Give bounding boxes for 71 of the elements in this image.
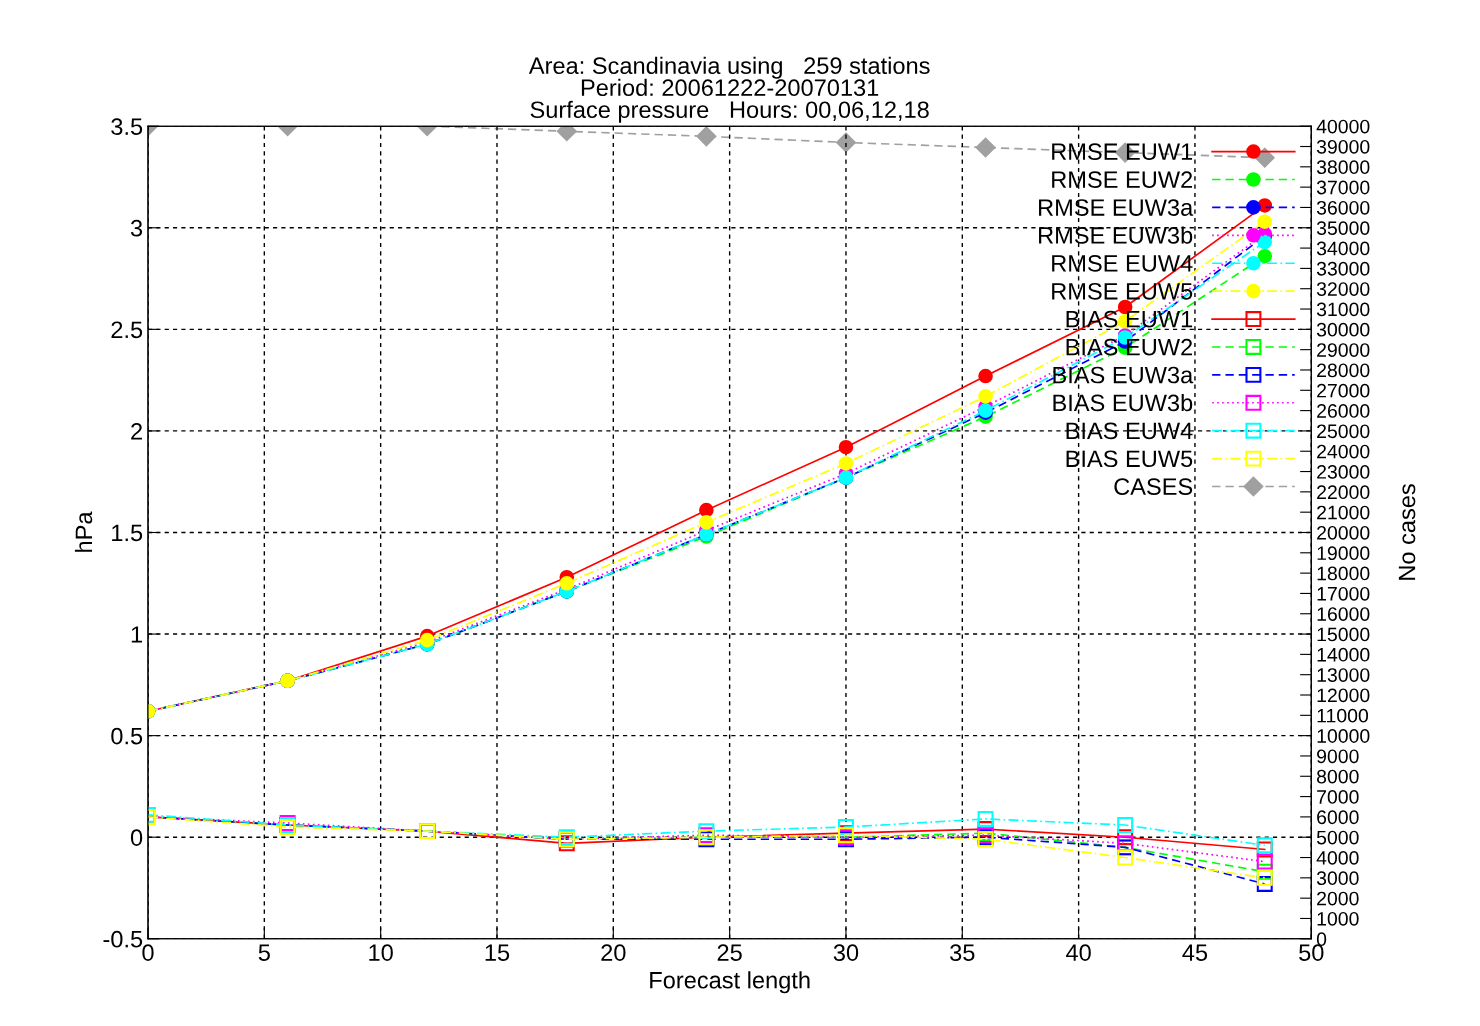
y2-tick-label: 16000 [1317,607,1370,621]
y2-tick-label: 24000 [1317,444,1370,459]
y-tick-label: 3.5 [111,118,143,135]
legend-label: BIAS EUW5 [1066,450,1193,468]
y-tick-label: 1.5 [112,524,143,542]
x-tick-label: 0 [142,944,154,961]
y2-tick-label: 26000 [1317,404,1370,418]
y-tick-label: 1 [131,626,142,643]
y2-tick-label: 13000 [1317,668,1370,682]
y2-tick-label: 19000 [1317,546,1370,561]
y2-tick-label: 14000 [1317,647,1370,662]
y2-tick-label: 7000 [1317,790,1359,804]
y2-tick-label: 6000 [1317,810,1359,825]
y-tick-label: -0.5 [103,930,143,948]
y-axis-title: hPa [74,511,93,552]
x-tick-label: 25 [717,944,742,961]
y2-tick-label: 9000 [1317,749,1359,764]
legend-label: RMSE EUW3b [1039,226,1193,244]
x-tick-label: 45 [1182,944,1208,961]
y2-tick-label: 32000 [1316,282,1370,296]
y-tick-label: 2.5 [111,321,143,339]
y-tick-label: 3 [130,219,143,237]
y2-tick-label: 40000 [1316,119,1370,134]
legend-label: RMSE EUW1 [1052,143,1193,161]
y2-tick-label: 5000 [1316,830,1359,845]
y-tick-label: 2 [131,422,142,440]
y2-tick-label: 38000 [1316,160,1370,175]
y2-tick-label: 11000 [1317,708,1369,723]
y2-tick-label: 36000 [1316,200,1370,215]
y2-tick-label: 33000 [1316,261,1370,276]
y2-tick-label: 35000 [1316,221,1370,236]
y2-tick-label: 37000 [1316,180,1370,195]
y2-tick-label: 27000 [1317,383,1370,398]
x-tick-label: 30 [833,944,859,961]
legend-label: CASES [1114,478,1193,496]
y2-tick-label: 30000 [1316,322,1370,337]
y2-tick-label: 10000 [1317,729,1370,743]
chart-title: Area: Scandinavia using 259 stations Period: 20061222-20070131 Surface pressure Hours: 00,06,12,18 [528,56,930,123]
legend-label: RMSE EUW2 [1052,171,1193,188]
y2-tick-label: 20000 [1317,525,1370,540]
y2-tick-label: 12000 [1317,688,1370,703]
y-tick-label: 0.5 [111,727,143,745]
x-tick-label: 15 [485,944,510,961]
y2-tick-label: 21000 [1317,505,1370,520]
y2-tick-label: 31000 [1316,302,1370,317]
y2-tick-label: 2000 [1317,891,1359,906]
y2-tick-label: 28000 [1317,363,1370,378]
y-tick-label: 0 [130,829,143,846]
y2-tick-label: 18000 [1317,566,1370,581]
y2-tick-label: 3000 [1316,871,1359,886]
y2-tick-label: 29000 [1317,343,1370,357]
y2-tick-label: 22000 [1317,485,1370,500]
y2-tick-label: 23000 [1317,465,1370,479]
legend-label: BIAS EUW4 [1066,422,1193,440]
y2-axis-title: No cases [1398,484,1416,580]
y2-tick-label: 39000 [1316,139,1370,154]
x-axis-title: Forecast length [650,971,810,994]
y2-tick-label: 1000 [1317,911,1359,926]
x-tick-label: 10 [369,944,393,961]
y2-tick-label: 34000 [1316,241,1370,256]
y2-tick-label: 4000 [1316,851,1359,865]
x-tick-label: 5 [258,944,270,961]
legend-label: BIAS EUW3b [1053,393,1193,412]
y2-tick-label: 25000 [1317,424,1370,439]
y2-tick-label: 8000 [1316,769,1359,784]
x-tick-label: 35 [950,944,975,961]
legend-label: RMSE EUW3a [1039,199,1194,216]
y2-tick-label: 17000 [1317,586,1370,601]
x-tick-label: 20 [601,944,626,961]
x-tick-label: 40 [1066,944,1091,961]
y2-tick-label: 15000 [1317,627,1370,642]
